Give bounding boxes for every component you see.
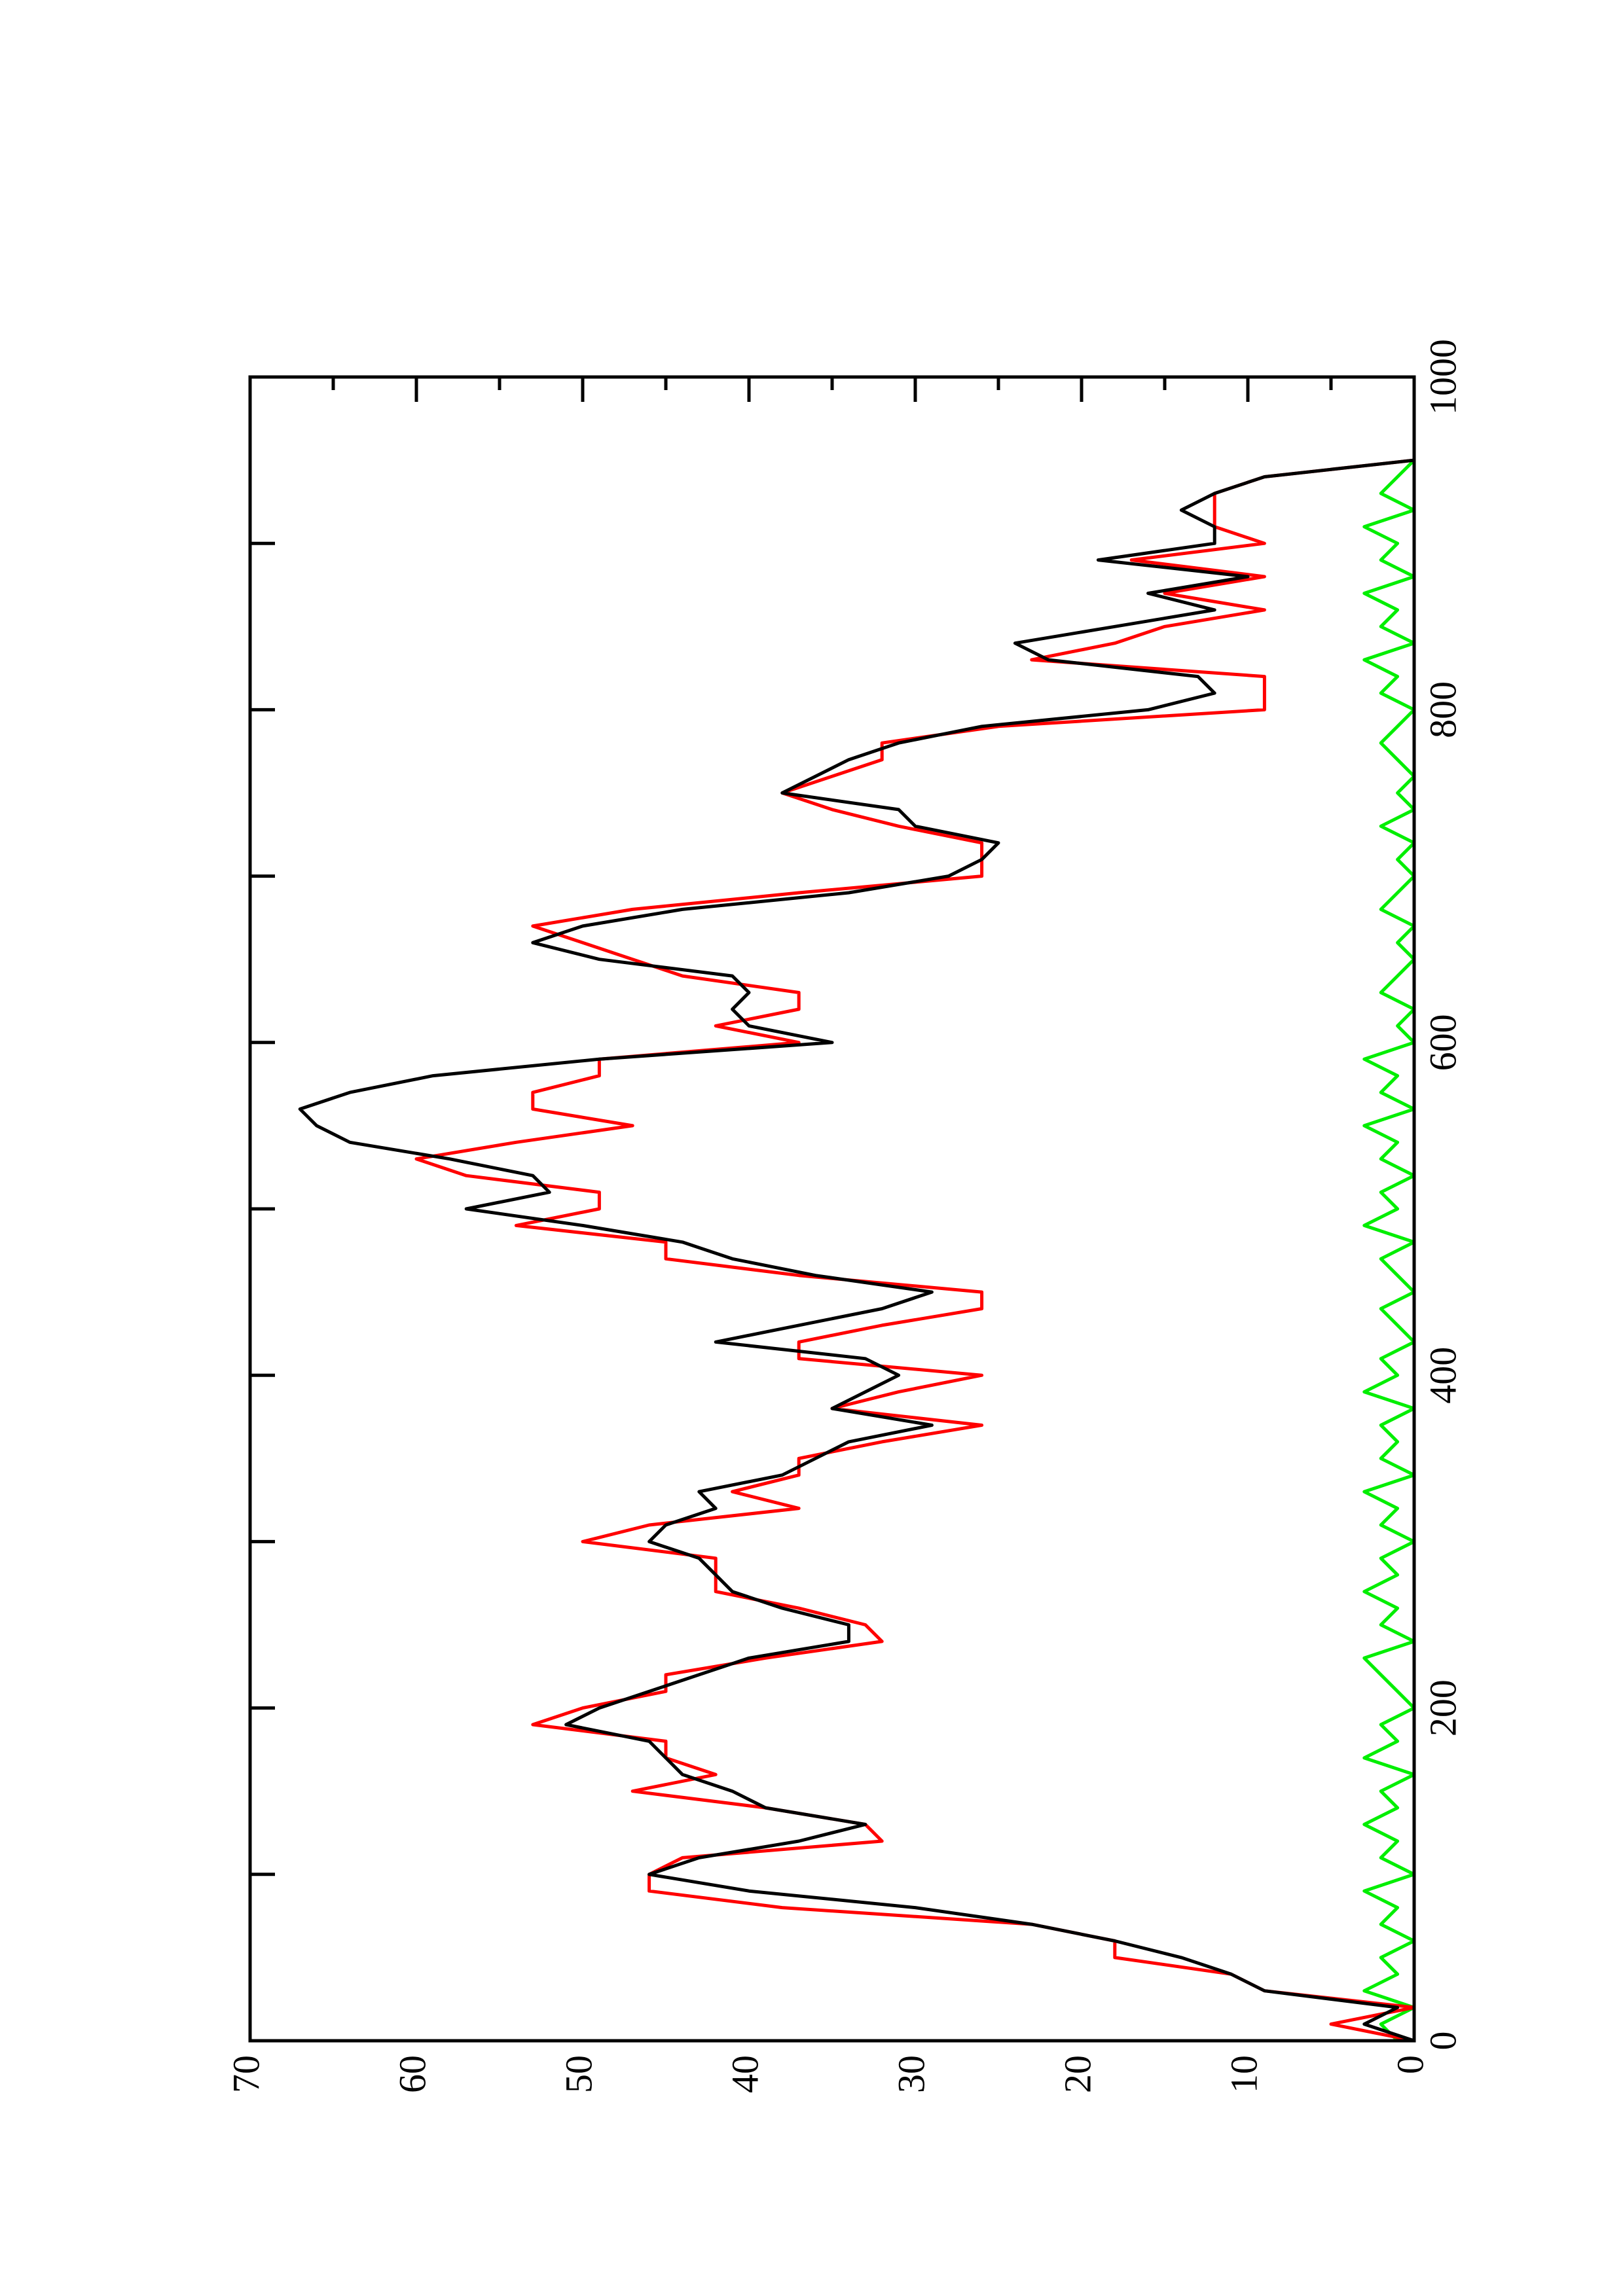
x-tick-label: 200 [1421,1679,1464,1736]
series-line [298,458,1415,2043]
y-tick-label: 20 [1056,2055,1099,2093]
plot-frame [248,375,1416,2043]
plot-area: 0 200 400 600 800 1000 0 10 20 30 40 50 60 70 [225,339,1464,2093]
series-line [414,458,1416,2043]
x-tick-label: 0 [1421,2032,1464,2051]
series-line [1362,459,1416,2042]
y-tick-label: 60 [391,2055,433,2093]
y-tick-label: 70 [225,2055,267,2093]
x-tick-label: 800 [1421,681,1464,738]
y-tick-label: 0 [1389,2055,1431,2074]
y-tick-label: 40 [723,2055,766,2093]
y-tick-label: 50 [557,2055,600,2093]
y-tick-label: 10 [1222,2055,1265,2093]
x-tick-label: 400 [1421,1347,1464,1404]
x-tick-label: 600 [1421,1014,1464,1071]
x-tick-label: 1000 [1421,339,1464,415]
y-tick-label: 30 [890,2055,932,2093]
